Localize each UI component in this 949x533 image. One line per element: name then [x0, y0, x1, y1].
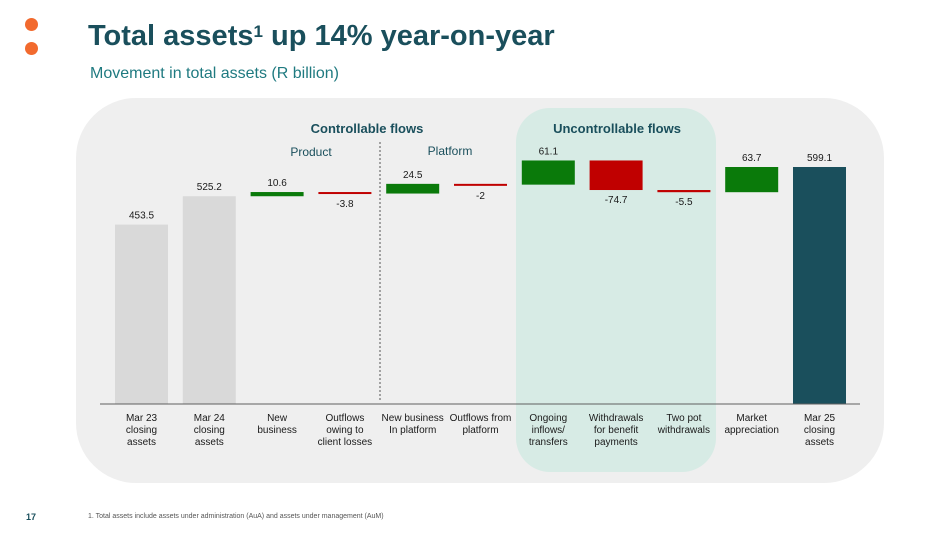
page-title: Total assets1 up 14% year-on-year [88, 20, 555, 52]
category-label-line: assets [194, 437, 224, 448]
accent-dot-bottom-icon [25, 42, 38, 55]
category-label-line: Mar 25 [803, 413, 836, 424]
title-footnote-marker: 1 [253, 22, 263, 41]
bar-2 [250, 192, 304, 197]
category-label-line: Mar 23 [125, 413, 158, 424]
bar-9 [725, 167, 779, 193]
category-label-6: Ongoing inflows/transfers [513, 413, 583, 449]
category-label-line: client losses [317, 437, 373, 448]
category-label-line: In platform [389, 425, 437, 436]
product-subheading: Product [290, 145, 332, 159]
category-label-5: Outflows from platform [446, 413, 516, 437]
category-label-line: Outflows from [449, 413, 512, 424]
category-label-line: Ongoing [529, 413, 568, 424]
category-label-line: closing [803, 425, 836, 436]
value-label-2: 10.6 [267, 178, 287, 189]
value-label-4: 24.5 [403, 170, 423, 181]
category-label-10: Mar 25 closing assets [785, 413, 855, 449]
category-label-0: Mar 23 closing assets [107, 413, 177, 449]
bar-7 [589, 160, 643, 191]
bar-4 [386, 183, 440, 194]
category-label-line: Withdrawals [588, 413, 644, 424]
page-subtitle: Movement in total assets (R billion) [90, 65, 339, 82]
category-label-line: transfers [528, 437, 568, 448]
bar-5 [454, 183, 507, 186]
value-label-3: -3.8 [336, 199, 354, 210]
category-label-line: payments [594, 437, 638, 448]
accent-dot-top-icon [25, 18, 38, 31]
category-label-line: closing [193, 425, 225, 436]
category-label-line: Two pot [666, 413, 702, 424]
category-label-line: Outflows [325, 413, 365, 424]
value-label-10: 599.1 [807, 153, 832, 164]
category-label-line: Market [736, 413, 767, 424]
bar-10 [793, 167, 846, 404]
value-label-7: -74.7 [605, 195, 628, 206]
platform-subheading: Platform [427, 144, 473, 158]
page-number: 17 [26, 512, 37, 522]
category-label-9: Market appreciation [717, 413, 787, 437]
footnote: 1. Total assets include assets under adm… [88, 513, 384, 520]
category-label-line: withdrawals [657, 425, 711, 436]
category-label-line: platform [462, 425, 499, 436]
category-label-line: New business [381, 413, 444, 424]
category-label-line: assets [805, 437, 834, 448]
category-label-line: inflows/ [531, 425, 565, 436]
value-label-8: -5.5 [675, 197, 693, 208]
value-label-9: 63.7 [742, 153, 762, 164]
category-label-line: for benefit [593, 425, 639, 436]
category-label-line: owing to [326, 425, 364, 436]
category-label-line: Mar 24 [193, 413, 225, 424]
category-label-7: Withdrawals for benefit payments [581, 413, 651, 449]
value-label-0: 453.5 [129, 211, 154, 222]
bar-3 [318, 192, 372, 195]
category-label-line: assets [127, 437, 156, 448]
category-label-line: closing [125, 425, 158, 436]
controllable-flows-heading: Controllable flows [310, 121, 424, 136]
bar-0 [115, 224, 168, 404]
category-label-2: New business [242, 413, 312, 437]
bar-6 [521, 160, 575, 185]
category-label-3: Outflows owing to client losses [310, 413, 380, 449]
category-label-line: New [267, 413, 288, 424]
value-label-5: -2 [476, 191, 485, 202]
value-label-6: 61.1 [539, 146, 559, 157]
value-label-1: 525.2 [197, 182, 222, 193]
bar-1 [182, 196, 236, 404]
bar-8 [657, 190, 711, 193]
category-label-1: Mar 24 closing assets [174, 413, 244, 449]
category-label-8: Two pot withdrawals [649, 413, 719, 437]
category-label-4: New business In platform [378, 413, 448, 437]
category-label-line: appreciation [724, 425, 779, 436]
bars-layer: 453.5 525.2 10.6 -3.8 24.5 -2 61.1 -74.7 -5.5 63.… [115, 146, 846, 404]
category-label-line: business [257, 425, 297, 436]
uncontrollable-flows-heading: Uncontrollable flows [553, 121, 681, 136]
